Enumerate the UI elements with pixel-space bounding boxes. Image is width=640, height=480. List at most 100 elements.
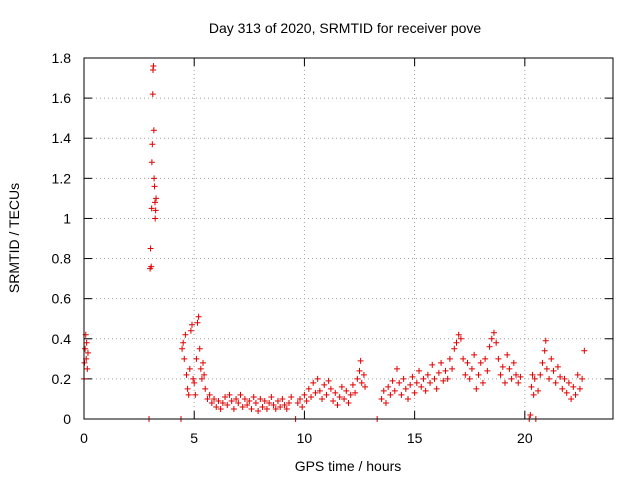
data-point xyxy=(147,245,154,252)
data-point xyxy=(266,399,273,406)
x-tick-label: 0 xyxy=(80,430,88,446)
data-point xyxy=(570,383,577,390)
data-point xyxy=(319,395,326,402)
data-point xyxy=(257,395,264,402)
data-point xyxy=(150,63,157,70)
data-point xyxy=(527,411,534,418)
data-point xyxy=(531,375,538,382)
data-point xyxy=(550,367,557,374)
data-point xyxy=(396,379,403,386)
data-point xyxy=(153,195,160,202)
data-point xyxy=(513,371,520,378)
data-point xyxy=(186,365,193,372)
data-point xyxy=(546,375,553,382)
chart-title: Day 313 of 2020, SRMTID for receiver pov… xyxy=(209,20,482,36)
data-point xyxy=(149,141,156,148)
y-tick-label: 0 xyxy=(63,411,71,427)
data-point xyxy=(552,379,559,386)
data-point xyxy=(378,395,385,402)
y-axis-label: SRMTID / TECUs xyxy=(6,183,22,293)
data-point xyxy=(440,377,447,384)
data-point xyxy=(462,371,469,378)
data-point xyxy=(429,361,436,368)
data-point xyxy=(449,365,456,372)
data-point xyxy=(464,359,471,366)
data-point xyxy=(263,405,270,412)
data-point xyxy=(303,397,310,404)
data-point xyxy=(294,399,301,406)
data-point xyxy=(473,385,480,392)
data-point xyxy=(352,389,359,396)
data-point xyxy=(506,365,513,372)
data-point xyxy=(581,347,588,354)
y-tick-label: 0.4 xyxy=(52,331,72,347)
data-point xyxy=(336,393,343,400)
data-point xyxy=(182,331,189,338)
data-point xyxy=(185,391,192,398)
data-point xyxy=(559,385,566,392)
data-point xyxy=(387,391,394,398)
data-point xyxy=(151,199,158,206)
data-point xyxy=(422,387,429,394)
data-point xyxy=(180,339,187,346)
data-point xyxy=(84,349,91,356)
data-point xyxy=(517,373,524,380)
data-point xyxy=(283,405,290,412)
data-point xyxy=(82,345,89,352)
data-point xyxy=(341,395,348,402)
y-tick-label: 0.2 xyxy=(52,371,72,387)
tick-label-layer: 0 0.2 0.4 0.6 0.8 1 1.2 1.4 1.6 1.8 0 5 10 15 20 xyxy=(52,50,533,446)
data-point xyxy=(416,367,423,374)
data-point xyxy=(442,367,449,374)
data-point xyxy=(314,375,321,382)
data-point xyxy=(268,393,275,400)
data-point xyxy=(382,399,389,406)
data-point xyxy=(357,357,364,364)
data-point xyxy=(189,321,196,328)
data-point xyxy=(572,391,579,398)
data-point xyxy=(435,369,442,376)
data-point xyxy=(360,371,367,378)
data-point xyxy=(343,387,350,394)
data-point xyxy=(334,401,341,408)
data-point xyxy=(316,387,323,394)
data-point xyxy=(272,405,279,412)
data-point xyxy=(181,355,188,362)
data-point xyxy=(299,403,306,410)
data-point xyxy=(486,343,493,350)
y-tick-label: 1.6 xyxy=(52,90,72,106)
data-point xyxy=(541,347,548,354)
data-point xyxy=(393,365,400,372)
data-point xyxy=(84,365,91,372)
data-point xyxy=(391,387,398,394)
data-point xyxy=(183,371,190,378)
y-tick-label: 1.8 xyxy=(52,50,72,66)
data-point xyxy=(482,355,489,362)
data-point xyxy=(281,401,288,408)
data-point xyxy=(402,385,409,392)
data-point xyxy=(418,383,425,390)
data-point xyxy=(149,91,156,98)
data-point xyxy=(148,159,155,166)
data-point xyxy=(574,371,581,378)
data-point xyxy=(308,393,315,400)
data-point xyxy=(347,391,354,398)
data-point xyxy=(451,345,458,352)
data-point xyxy=(484,367,491,374)
data-point xyxy=(151,183,158,190)
data-point xyxy=(213,403,220,410)
data-point xyxy=(557,373,564,380)
plot-frame xyxy=(83,57,614,420)
data-point xyxy=(190,375,197,382)
data-point xyxy=(241,395,248,402)
data-point xyxy=(561,375,568,382)
data-point xyxy=(305,385,312,392)
data-point xyxy=(270,401,277,408)
data-point xyxy=(244,401,251,408)
data-point xyxy=(152,207,159,214)
data-point xyxy=(195,313,202,320)
x-axis-label: GPS time / hours xyxy=(295,458,402,474)
data-point xyxy=(488,335,495,342)
data-point xyxy=(150,127,157,134)
